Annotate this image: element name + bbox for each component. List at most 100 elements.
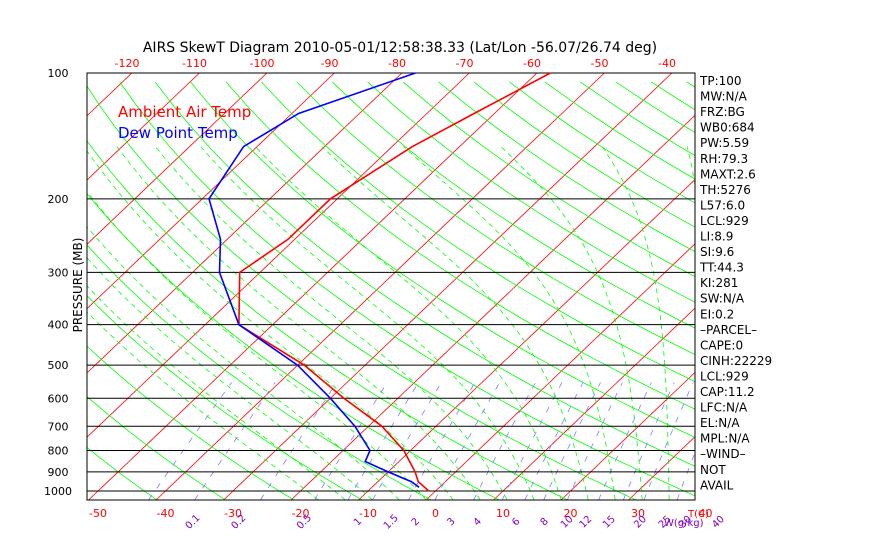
index-item-19: LCL:929 bbox=[700, 369, 749, 383]
top-temp-tick-6: -60 bbox=[523, 57, 541, 70]
index-list: TP:100MW:N/AFRZ:BGWB0:684PW:5.59RH:79.3M… bbox=[699, 74, 772, 492]
index-item-7: TH:5276 bbox=[699, 183, 751, 197]
index-item-23: MPL:N/A bbox=[700, 432, 750, 446]
pressure-tick-400: 400 bbox=[48, 319, 69, 332]
dry-adiabat-3 bbox=[87, 295, 363, 500]
bottom-temp-tick-0: -50 bbox=[89, 507, 107, 520]
index-item-24: –WIND– bbox=[700, 447, 746, 461]
x-axis-label: T(C) bbox=[687, 509, 709, 520]
index-item-6: MAXT:2.6 bbox=[700, 167, 756, 181]
bottom-temp-tick-3: -20 bbox=[292, 507, 310, 520]
index-item-25: NOT bbox=[700, 463, 726, 477]
pressure-tick-500: 500 bbox=[48, 359, 69, 372]
isotherm-line-21 bbox=[493, 307, 695, 500]
mixing-ratio-line-13 bbox=[598, 382, 652, 500]
dry-adiabat-23 bbox=[650, 81, 695, 111]
mixing-ratio-tick-9: 8 bbox=[539, 516, 551, 528]
mixing-ratio-line-0 bbox=[148, 382, 232, 500]
dry-adiabat-1 bbox=[87, 396, 226, 500]
legend-entry-0: Ambient Air Temp bbox=[118, 103, 251, 121]
mixing-ratio-tick-4: 1.5 bbox=[382, 513, 401, 532]
pressure-tick-1000: 1000 bbox=[44, 485, 72, 498]
dry-adiabat-2 bbox=[87, 345, 294, 500]
index-item-18: CINH:22229 bbox=[700, 354, 772, 368]
isotherm-line-22 bbox=[560, 371, 695, 500]
top-temp-tick-8: -40 bbox=[658, 57, 676, 70]
index-item-5: RH:79.3 bbox=[700, 152, 748, 166]
pressure-tick-600: 600 bbox=[48, 392, 69, 405]
isotherm-line-23 bbox=[628, 436, 695, 500]
bottom-temp-tick-2: -30 bbox=[224, 507, 242, 520]
index-item-9: LCL:929 bbox=[700, 214, 749, 228]
isotherm-line-19 bbox=[358, 179, 695, 500]
mixing-ratio-line-11 bbox=[543, 382, 601, 500]
pressure-tick-100: 100 bbox=[48, 67, 69, 80]
bottom-temp-tick-9: 40 bbox=[699, 507, 713, 520]
series-line-1 bbox=[208, 72, 420, 488]
mixing-ratio-axis-label: W(g/kg) bbox=[664, 518, 704, 529]
dry-adiabat-15 bbox=[367, 81, 695, 303]
pressure-tick-800: 800 bbox=[48, 444, 69, 457]
isotherm-line-8 bbox=[0, 73, 64, 500]
top-temp-tick-5: -70 bbox=[456, 57, 474, 70]
dry-adiabat-13 bbox=[296, 81, 695, 356]
index-item-8: L57:6.0 bbox=[700, 198, 745, 212]
mixing-ratio-tick-0: 0.1 bbox=[184, 513, 203, 532]
isotherm-line-18 bbox=[290, 114, 695, 500]
index-item-0: TP:100 bbox=[699, 74, 742, 88]
mixing-ratio-tick-8: 6 bbox=[510, 516, 522, 528]
dry-adiabat-19 bbox=[509, 81, 695, 204]
bottom-temp-tick-8: 30 bbox=[631, 507, 645, 520]
bottom-temp-tick-4: -10 bbox=[359, 507, 377, 520]
bottom-temp-tick-6: 10 bbox=[496, 507, 510, 520]
index-item-10: LI:8.9 bbox=[700, 230, 733, 244]
dry-adiabat-11 bbox=[225, 81, 695, 410]
dry-adiabat-6 bbox=[87, 140, 568, 500]
dry-adiabat-14 bbox=[331, 81, 695, 329]
moist-adiabat-10 bbox=[321, 146, 589, 500]
dry-adiabat-9 bbox=[154, 81, 695, 467]
legend-entry-1: Dew Point Temp bbox=[118, 124, 238, 142]
index-item-20: CAP:11.2 bbox=[700, 385, 755, 399]
mixing-ratio-tick-12: 15 bbox=[601, 514, 618, 531]
top-temp-tick-4: -80 bbox=[388, 57, 406, 70]
moist-adiabat-4 bbox=[87, 191, 427, 500]
index-item-21: LFC:N/A bbox=[700, 401, 748, 415]
isobars bbox=[86, 72, 696, 501]
bottom-temp-tick-1: -40 bbox=[157, 507, 175, 520]
isotherm-line-12 bbox=[87, 73, 335, 310]
dry-adiabat-17 bbox=[438, 81, 695, 253]
isotherm-line-15 bbox=[88, 73, 538, 500]
mixing-ratio-line-14 bbox=[623, 382, 675, 500]
dry-adiabat-16 bbox=[402, 81, 695, 278]
index-item-11: SI:9.6 bbox=[700, 245, 734, 259]
moist-adiabat-11 bbox=[403, 146, 616, 500]
dry-adiabat-26 bbox=[757, 82, 870, 500]
pressure-tick-700: 700 bbox=[48, 420, 69, 433]
index-item-14: SW:N/A bbox=[700, 292, 745, 306]
pressure-tick-200: 200 bbox=[48, 193, 69, 206]
index-item-13: KI:281 bbox=[700, 276, 738, 290]
isotherm-line-17 bbox=[223, 73, 673, 500]
top-temp-tick-3: -90 bbox=[321, 57, 339, 70]
bottom-temp-tick-5: 0 bbox=[432, 507, 439, 520]
isotherm-line-25 bbox=[764, 73, 870, 500]
top-temp-tick-0: -120 bbox=[115, 57, 140, 70]
mixing-ratio-tick-11: 12 bbox=[578, 514, 595, 531]
isotherm-line-9 bbox=[87, 73, 133, 117]
dry-adiabat-29 bbox=[864, 82, 870, 500]
index-item-16: –PARCEL– bbox=[700, 323, 757, 337]
mixing-ratio-tick-5: 2 bbox=[410, 516, 422, 528]
moist-adiabat-12 bbox=[500, 146, 643, 500]
index-item-3: WB0:684 bbox=[700, 121, 755, 135]
mixing-ratio-line-9 bbox=[501, 382, 563, 500]
moist-adiabat-7 bbox=[155, 146, 508, 500]
index-item-26: AVAIL bbox=[700, 478, 734, 492]
isotherm-line-14 bbox=[87, 73, 470, 438]
dry-adiabat-12 bbox=[261, 81, 695, 382]
mixing-ratio-tick-6: 3 bbox=[445, 516, 457, 528]
bottom-temp-tick-7: 20 bbox=[564, 507, 578, 520]
mixing-ratio-line-15 bbox=[643, 382, 694, 500]
top-temp-tick-2: -100 bbox=[250, 57, 275, 70]
